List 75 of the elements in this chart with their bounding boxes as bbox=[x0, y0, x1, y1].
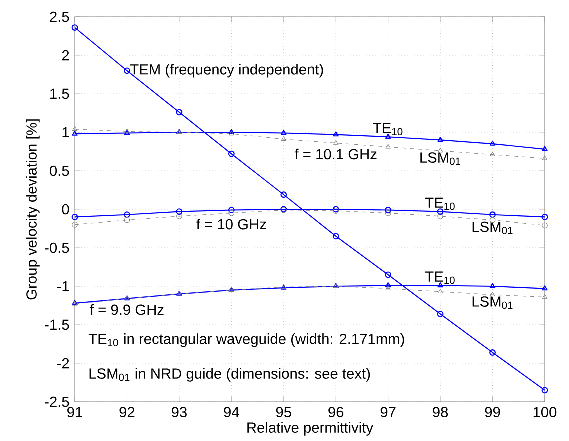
x-tick-label: 91 bbox=[68, 407, 82, 418]
series-label: TEM (frequency independent) bbox=[130, 64, 324, 78]
y-axis-title: Group velocity deviation [%] bbox=[26, 120, 40, 300]
x-tick-label: 93 bbox=[172, 407, 187, 418]
point bbox=[385, 210, 392, 216]
annotation: f = 10 GHz bbox=[196, 219, 266, 230]
y-tick-label: 0.5 bbox=[50, 166, 70, 176]
series-label: TE$_{10}$ bbox=[373, 123, 403, 136]
annotation: TE$_{10}$ in rectangular waveguide (width: 2.171mm) bbox=[88, 334, 404, 348]
series-label: LSM$_{01}$ bbox=[472, 222, 513, 234]
point bbox=[281, 130, 287, 136]
point bbox=[334, 140, 339, 145]
y-tick-label: 1 bbox=[62, 128, 70, 138]
point bbox=[438, 289, 444, 294]
point bbox=[490, 283, 496, 288]
x-tick-label: 95 bbox=[276, 407, 292, 418]
series-label: LSM$_{01}$ bbox=[472, 296, 513, 310]
point bbox=[280, 192, 288, 198]
point bbox=[490, 152, 496, 157]
y-tick-label: 1.5 bbox=[50, 88, 70, 100]
point bbox=[438, 214, 444, 220]
point bbox=[385, 207, 392, 214]
series-label: LSM$_{01}$ bbox=[420, 152, 460, 166]
annotation: f = 9.9 GHz bbox=[90, 304, 164, 316]
point bbox=[385, 272, 392, 278]
y-tick-label: -2 bbox=[57, 358, 70, 369]
y-tick-label: 0 bbox=[62, 204, 70, 215]
point bbox=[542, 156, 548, 160]
point bbox=[72, 126, 78, 132]
point bbox=[490, 212, 496, 218]
point bbox=[386, 144, 391, 149]
point bbox=[490, 350, 496, 356]
point bbox=[542, 222, 548, 229]
y-tick-label: -0.5 bbox=[45, 242, 70, 254]
y-tick-label: 2 bbox=[62, 50, 70, 61]
point bbox=[228, 210, 235, 216]
y-tick-label: -1 bbox=[57, 282, 70, 292]
x-tick-label: 100 bbox=[534, 407, 557, 418]
point bbox=[176, 109, 183, 116]
x-tick-label: 99 bbox=[485, 407, 500, 418]
point bbox=[490, 140, 496, 146]
point bbox=[72, 222, 78, 228]
point bbox=[542, 294, 548, 299]
point bbox=[438, 282, 444, 288]
point bbox=[490, 292, 496, 297]
y-tick-label: -2.5 bbox=[45, 396, 70, 408]
annotation: f = 10.1 GHz bbox=[294, 148, 377, 160]
point bbox=[386, 286, 391, 290]
point bbox=[437, 208, 444, 216]
x-tick-label: 94 bbox=[224, 407, 240, 418]
point bbox=[176, 208, 183, 216]
point bbox=[437, 311, 444, 318]
point bbox=[124, 68, 130, 74]
series-label: TE$_{10}$ bbox=[425, 272, 455, 284]
annotation: LSM$_{01}$ in NRD guide (dimensions: see text) bbox=[90, 368, 370, 382]
point bbox=[438, 148, 444, 153]
point bbox=[176, 214, 182, 220]
y-tick-label: 2.5 bbox=[50, 12, 70, 22]
y-tick-label: -1.5 bbox=[45, 320, 70, 330]
x-tick-label: 97 bbox=[380, 407, 396, 418]
point bbox=[124, 217, 130, 224]
point bbox=[385, 134, 392, 140]
point bbox=[228, 150, 235, 158]
series-label: TE$_{10}$ bbox=[425, 198, 455, 210]
point bbox=[333, 132, 339, 137]
x-tick-label: 98 bbox=[433, 407, 448, 418]
point bbox=[438, 137, 444, 142]
x-tick-label: 96 bbox=[328, 407, 344, 418]
point bbox=[124, 212, 130, 218]
point bbox=[385, 282, 392, 288]
point bbox=[332, 233, 340, 240]
x-axis-title: Relative permittivity bbox=[248, 422, 374, 436]
x-tick-label: 92 bbox=[120, 407, 135, 418]
point bbox=[228, 207, 235, 214]
point bbox=[281, 136, 286, 142]
